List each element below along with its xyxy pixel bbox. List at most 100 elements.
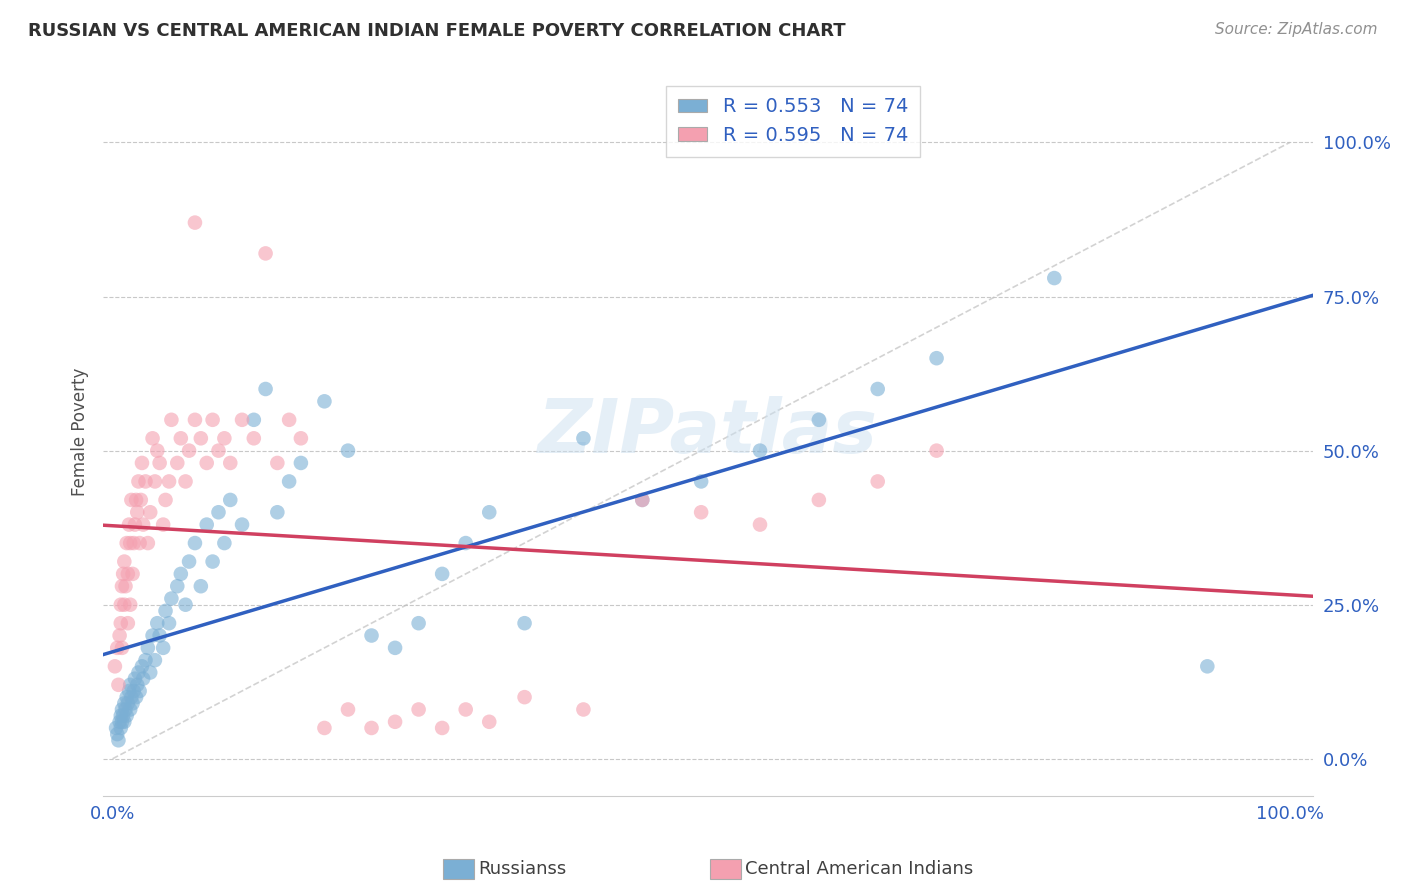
Point [124, 672, 146, 686]
Point [129, 492, 152, 507]
Point [127, 678, 149, 692]
Point [125, 492, 148, 507]
Point [314, 394, 336, 409]
Point [146, 443, 169, 458]
Point [114, 579, 136, 593]
Point [166, 456, 188, 470]
Point [157, 475, 180, 489]
Point [117, 616, 139, 631]
Point [152, 640, 174, 655]
Point [278, 475, 301, 489]
Point [1043, 271, 1066, 285]
Point [112, 714, 135, 729]
Point [136, 640, 159, 655]
Point [122, 536, 145, 550]
Point [127, 505, 149, 519]
Point [219, 492, 242, 507]
Point [110, 721, 132, 735]
Point [749, 443, 772, 458]
Point [131, 456, 153, 470]
Text: ZIPatlas: ZIPatlas [538, 396, 879, 468]
Point [146, 616, 169, 631]
Point [1197, 659, 1219, 673]
Point [131, 659, 153, 673]
Point [155, 492, 177, 507]
Point [195, 456, 218, 470]
Point [384, 714, 406, 729]
Point [749, 517, 772, 532]
Point [336, 702, 359, 716]
Point [124, 517, 146, 532]
Point [157, 616, 180, 631]
Text: Russianss: Russianss [478, 860, 567, 878]
Point [120, 598, 142, 612]
Point [190, 431, 212, 445]
Point [807, 413, 830, 427]
Point [290, 431, 312, 445]
Point [128, 684, 150, 698]
Point [122, 684, 145, 698]
Point [120, 492, 142, 507]
Point [513, 690, 536, 705]
Point [336, 443, 359, 458]
Point [111, 714, 134, 729]
Point [139, 665, 162, 680]
Point [195, 517, 218, 532]
Point [132, 517, 155, 532]
Point [408, 616, 430, 631]
Point [174, 598, 197, 612]
Point [807, 492, 830, 507]
Point [177, 443, 200, 458]
Point [105, 640, 128, 655]
Point [110, 708, 132, 723]
Point [110, 616, 132, 631]
Point [184, 536, 207, 550]
Point [478, 714, 501, 729]
Point [134, 653, 156, 667]
Point [134, 475, 156, 489]
Point [690, 505, 713, 519]
Point [108, 714, 131, 729]
Point [143, 475, 166, 489]
Point [139, 505, 162, 519]
Point [190, 579, 212, 593]
Point [117, 566, 139, 581]
Point [866, 382, 889, 396]
Text: Source: ZipAtlas.com: Source: ZipAtlas.com [1215, 22, 1378, 37]
Point [925, 443, 948, 458]
Point [572, 702, 595, 716]
Point [155, 604, 177, 618]
Point [314, 721, 336, 735]
Point [120, 702, 142, 716]
Point [112, 696, 135, 710]
Point [214, 431, 236, 445]
Point [278, 413, 301, 427]
Point [111, 579, 134, 593]
Point [266, 505, 288, 519]
Point [118, 517, 141, 532]
Y-axis label: Female Poverty: Female Poverty [72, 368, 89, 496]
Point [184, 413, 207, 427]
Point [125, 690, 148, 705]
Text: Central American Indians: Central American Indians [745, 860, 973, 878]
Point [142, 431, 165, 445]
Point [408, 702, 430, 716]
Point [112, 555, 135, 569]
Point [454, 702, 477, 716]
Point [219, 456, 242, 470]
Point [478, 505, 501, 519]
Point [112, 708, 135, 723]
Point [201, 555, 224, 569]
Point [143, 653, 166, 667]
Point [925, 351, 948, 366]
Text: RUSSIAN VS CENTRAL AMERICAN INDIAN FEMALE POVERTY CORRELATION CHART: RUSSIAN VS CENTRAL AMERICAN INDIAN FEMAL… [28, 22, 846, 40]
Point [107, 733, 129, 747]
Point [136, 536, 159, 550]
Point [430, 566, 453, 581]
Point [115, 690, 138, 705]
Point [207, 505, 229, 519]
Point [127, 475, 149, 489]
Point [866, 475, 889, 489]
Point [118, 684, 141, 698]
Point [170, 566, 193, 581]
